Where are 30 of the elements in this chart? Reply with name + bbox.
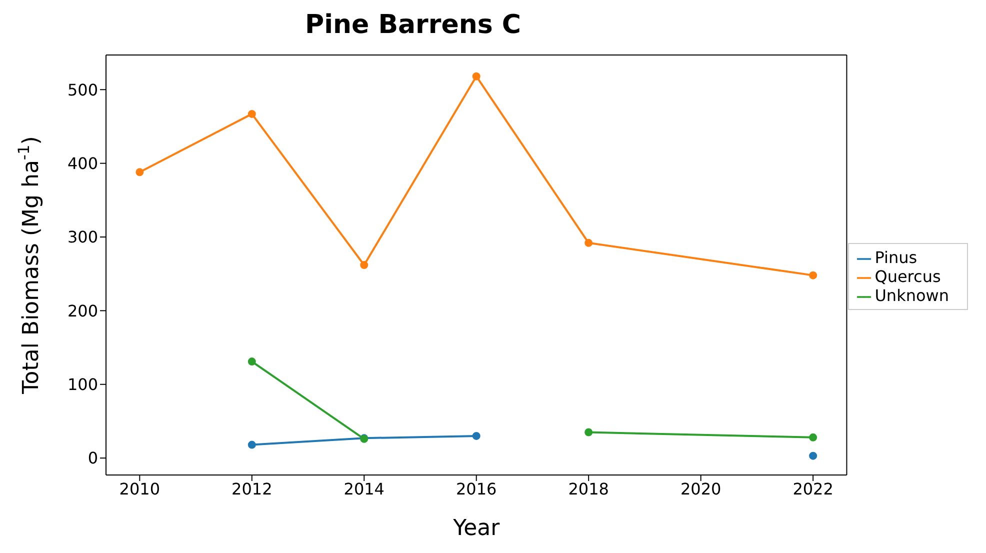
legend-label: Pinus [874,248,918,267]
chart-title: Pine Barrens C [304,10,522,40]
point [809,452,818,460]
x-tick-label: 2018 [568,479,609,498]
point [809,271,818,280]
point [472,72,480,80]
y-tick-label: 0 [88,448,98,468]
point [584,428,593,436]
point [248,358,256,366]
x-tick-label: 2022 [792,479,834,498]
y-tick-label: 100 [67,375,98,394]
point [360,261,368,269]
point [248,440,256,449]
x-tick-label: 2012 [232,479,272,498]
legend-label: Quercus [874,267,941,286]
x-axis-title: Year [452,516,501,541]
x-tick-label: 2020 [680,479,722,498]
point [584,238,593,247]
x-tick-label: 2010 [119,479,160,498]
y-tick-label: 200 [67,301,98,320]
point [809,433,818,442]
y-tick-label: 500 [67,80,98,100]
point [472,432,480,440]
y-tick-label: 300 [67,228,98,247]
y-tick-label: 400 [67,154,98,173]
x-tick-label: 2014 [344,479,384,498]
legend-label: Unknown [874,286,949,305]
x-tick-label: 2016 [456,479,497,498]
point [248,110,256,118]
point [136,168,144,176]
